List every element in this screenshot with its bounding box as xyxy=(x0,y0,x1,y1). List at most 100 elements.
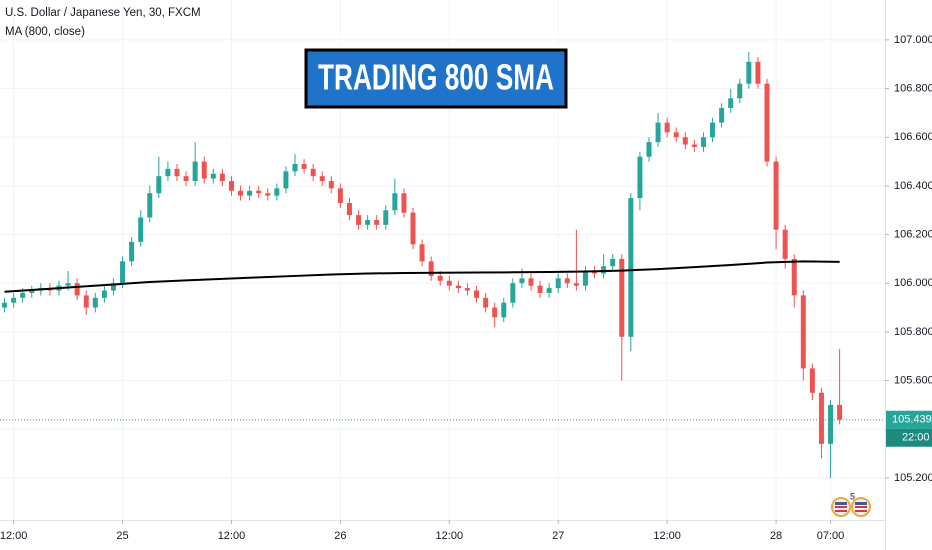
y-tick-label: 105.600 xyxy=(894,374,932,386)
candle-body xyxy=(156,176,162,194)
y-tick-label: 107.000 xyxy=(894,34,932,46)
countdown-label: 22:00 xyxy=(902,432,930,444)
candle-body xyxy=(755,61,761,84)
candle-body xyxy=(319,176,325,182)
countdown-tag xyxy=(886,428,932,447)
x-tick-label: 07:00 xyxy=(817,530,845,542)
candle-body xyxy=(437,275,443,281)
candle-body xyxy=(492,307,498,318)
flag-part xyxy=(835,506,847,508)
candle-body xyxy=(2,302,8,308)
candle-body xyxy=(265,193,271,196)
candle-body xyxy=(183,176,189,182)
axis-layer: 105.200105.400105.600105.800106.000106.2… xyxy=(0,34,932,542)
candle-body xyxy=(74,283,80,296)
candle-body xyxy=(691,144,697,147)
candle-body xyxy=(83,295,89,308)
x-tick-label: 12:00 xyxy=(653,530,681,542)
candle-body xyxy=(682,137,688,145)
candle-body xyxy=(791,258,797,296)
candle-body xyxy=(446,280,452,286)
indicator-label: MA (800, close) xyxy=(5,26,85,38)
candle-body xyxy=(292,164,298,172)
candle-body xyxy=(283,171,289,189)
x-tick-label: 12:00 xyxy=(218,530,246,542)
candle-body xyxy=(782,229,788,259)
marks-layer xyxy=(0,52,885,478)
last-price-label: 105.439 xyxy=(892,414,932,426)
candle-body xyxy=(228,181,234,191)
candle-body xyxy=(628,198,634,337)
last-price-tag xyxy=(886,410,932,429)
candle-body xyxy=(728,98,734,109)
flag-part xyxy=(835,502,847,505)
candle-body xyxy=(764,83,770,162)
candle-body xyxy=(610,258,616,267)
candle-body xyxy=(837,404,843,420)
candle-body xyxy=(528,278,534,286)
flag-part xyxy=(855,510,867,512)
y-tick-label: 106.400 xyxy=(894,180,932,192)
y-tick-label: 106.200 xyxy=(894,228,932,240)
candle-body xyxy=(201,161,207,179)
candle-body xyxy=(464,288,470,291)
flag-part xyxy=(835,510,847,512)
candle-body xyxy=(646,142,652,157)
candle-body xyxy=(65,283,71,286)
candle-body xyxy=(401,193,407,213)
candle-body xyxy=(129,241,135,262)
candle-body xyxy=(138,217,144,242)
candle-body xyxy=(655,122,661,143)
candle-body xyxy=(238,190,244,196)
candle-body xyxy=(474,290,480,298)
y-tick-label: 106.800 xyxy=(894,82,932,94)
candle-body xyxy=(619,258,625,337)
candle-body xyxy=(256,190,262,194)
y-tick-label: 105.200 xyxy=(894,472,932,484)
candle-body xyxy=(519,278,525,284)
y-tick-label: 105.800 xyxy=(894,326,932,338)
x-tick-label: 27 xyxy=(552,530,564,542)
candle-body xyxy=(392,193,398,211)
event-count: 5 xyxy=(850,491,855,501)
banner-text: TRADING 800 SMA xyxy=(318,57,554,98)
candle-body xyxy=(328,181,334,189)
candle-body xyxy=(110,283,116,291)
candle-body xyxy=(710,122,716,138)
candle-body xyxy=(147,193,153,218)
candle-body xyxy=(455,285,461,289)
x-tick-label: 12:00 xyxy=(436,530,464,542)
candle-body xyxy=(773,161,779,230)
x-tick-label: 26 xyxy=(334,530,346,542)
candle-body xyxy=(737,83,743,99)
candle-body xyxy=(573,283,579,286)
symbol-title: U.S. Dollar / Japanese Yen, 30, FXCM xyxy=(5,7,201,19)
candle-body xyxy=(601,266,607,274)
candle-body xyxy=(510,283,516,303)
candle-body xyxy=(746,61,752,84)
candle-body xyxy=(29,290,35,293)
candle-body xyxy=(410,212,416,245)
event-icons[interactable]: 5 xyxy=(831,491,871,517)
candle-body xyxy=(174,168,180,177)
y-tick-label: 106.000 xyxy=(894,277,932,289)
candle-body xyxy=(356,215,362,225)
flag-part xyxy=(855,506,867,508)
candle-body xyxy=(664,122,670,133)
candle-body xyxy=(637,156,643,199)
candle-body xyxy=(383,210,389,225)
candle-body xyxy=(219,173,225,182)
candle-body xyxy=(501,302,507,318)
candle-body xyxy=(101,290,107,298)
candle-body xyxy=(828,404,834,444)
candle-body xyxy=(719,108,725,123)
candle-body xyxy=(700,137,706,147)
moving-average-line xyxy=(4,260,840,293)
candle-body xyxy=(818,392,824,444)
candle-body xyxy=(247,190,253,196)
candle-body xyxy=(337,188,343,203)
flag-part xyxy=(855,502,867,505)
candle-body xyxy=(428,261,434,276)
candle-body xyxy=(365,219,371,225)
candle-body xyxy=(346,202,352,216)
